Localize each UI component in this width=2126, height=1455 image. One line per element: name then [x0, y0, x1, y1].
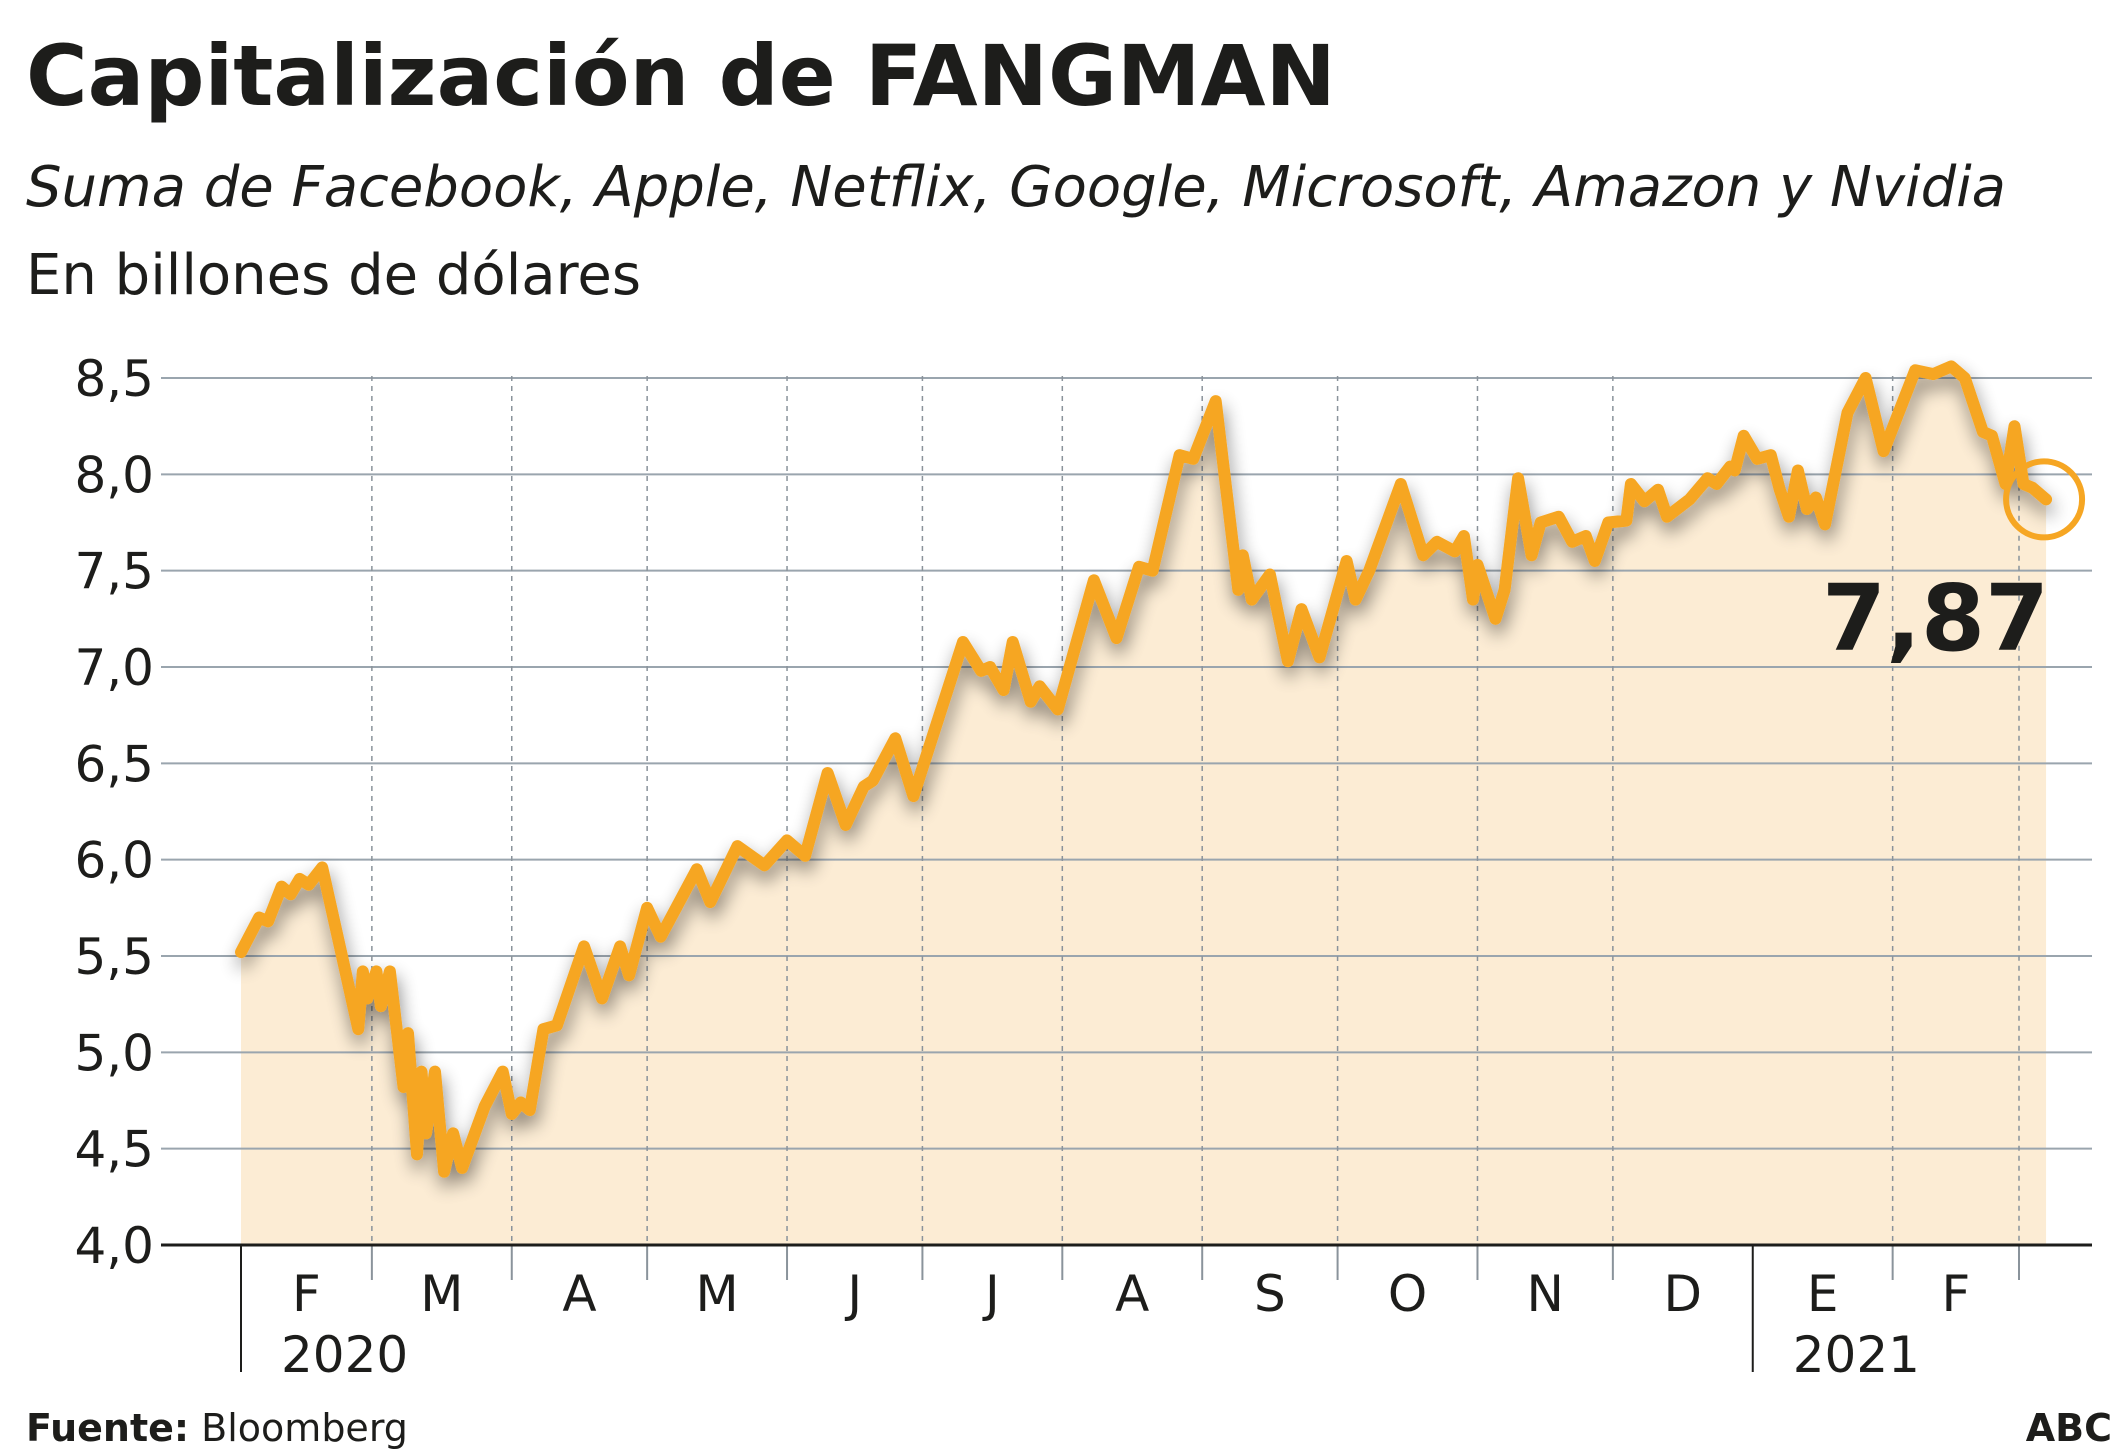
month-label: J [844, 1265, 862, 1323]
y-axis-ticks: 4,0 4,5 5,0 5,5 6,0 6,5 7,0 7,5 8,0 8,5 [74, 350, 154, 1275]
month-label: A [562, 1265, 596, 1323]
y-tick-label: 7,0 [74, 639, 154, 697]
y-tick-label: 4,0 [74, 1217, 154, 1275]
last-value-label: 7,87 [1822, 565, 2049, 672]
month-label: A [1115, 1265, 1149, 1323]
year-label: 2020 [281, 1326, 408, 1384]
month-label: E [1807, 1265, 1839, 1323]
source-note: Fuente: Bloomberg [26, 1406, 408, 1450]
chart-title: Capitalización de FANGMAN [26, 27, 1336, 125]
month-label: O [1388, 1265, 1427, 1323]
month-label: M [420, 1265, 463, 1323]
y-tick-label: 8,5 [74, 350, 154, 408]
month-dividers [371, 376, 2020, 1245]
month-label: N [1526, 1265, 1563, 1323]
y-tick-label: 6,0 [74, 832, 154, 890]
last-value-marker [2003, 458, 2086, 541]
month-label: F [1941, 1265, 1970, 1323]
source-name: Bloomberg [201, 1406, 408, 1450]
month-label: S [1254, 1265, 1286, 1323]
y-tick-label: 5,0 [74, 1024, 154, 1082]
brand-logo: ABC [2026, 1406, 2112, 1450]
series-line [235, 360, 2053, 1178]
month-label: D [1664, 1265, 1703, 1323]
gridlines [161, 377, 2092, 1150]
month-label: F [292, 1265, 321, 1323]
month-label: J [982, 1265, 1000, 1323]
y-tick-label: 4,5 [74, 1121, 154, 1179]
year-label: 2021 [1793, 1326, 1920, 1384]
y-tick-label: 8,0 [74, 446, 154, 504]
unit-label: En billones de dólares [26, 243, 641, 308]
month-label: M [696, 1265, 739, 1323]
y-tick-label: 7,5 [74, 543, 154, 601]
source-label: Fuente: [26, 1406, 189, 1450]
area-fill [241, 366, 2047, 1245]
y-tick-label: 5,5 [74, 928, 154, 986]
chart-subtitle: Suma de Facebook, Apple, Netflix, Google… [26, 155, 2006, 220]
y-tick-label: 6,5 [74, 735, 154, 793]
